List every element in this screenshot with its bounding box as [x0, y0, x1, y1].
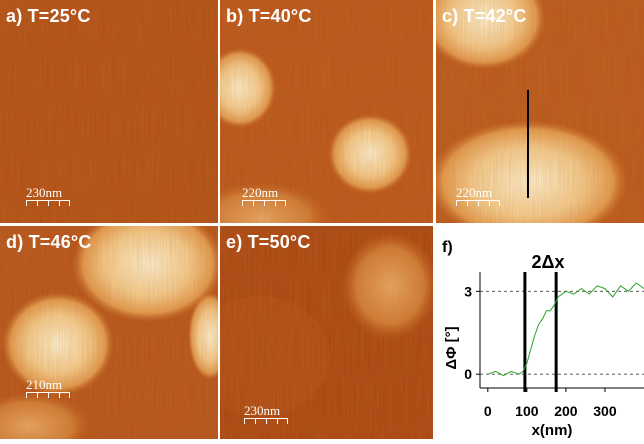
scale-label-e: 230nm [244, 403, 281, 418]
scale-bar-a: 230nm [26, 186, 70, 207]
scale-ruler-c [456, 200, 500, 207]
afm-panel-d: d) T=46°C 210nm [0, 226, 218, 439]
panel-label-c: c) T=42°C [442, 6, 527, 26]
x-tick-label-1: 100 [515, 403, 539, 419]
scale-label-a: 230nm [26, 185, 63, 200]
scale-label-b: 220nm [242, 185, 279, 200]
x-tick-label-3: 300 [593, 403, 617, 419]
scale-ruler-b [242, 200, 286, 207]
scale-bar-c: 220nm [456, 186, 500, 207]
chart-plot-area: 0 3 0 100 200 300 [464, 272, 644, 419]
y-tick-label-0: 0 [464, 366, 472, 382]
afm-image-a [0, 0, 218, 223]
chart-panel-label: f) [442, 239, 453, 256]
chart-y-label: ΔΦ [°] [443, 326, 460, 369]
chart-annotation: 2Δx [532, 252, 565, 272]
scale-bar-d: 210nm [26, 378, 70, 399]
scale-ruler-d [26, 392, 70, 399]
scale-label-c: 220nm [456, 185, 493, 200]
scale-bar-b: 220nm [242, 186, 286, 207]
y-tick-label-1: 3 [464, 283, 472, 299]
chart-x-label: x(nm) [532, 422, 573, 439]
afm-image-d [0, 226, 218, 439]
x-tick-label-2: 200 [554, 403, 578, 419]
panel-label-e: e) T=50°C [226, 232, 311, 252]
afm-image-b [220, 0, 433, 223]
afm-panel-e: e) T=50°C 230nm [220, 226, 433, 439]
scale-label-d: 210nm [26, 377, 63, 392]
afm-panel-a: a) T=25°C 230nm [0, 0, 218, 223]
afm-panel-b: b) T=40°C 220nm [220, 0, 433, 223]
panel-label-a: a) T=25°C [6, 6, 91, 26]
profile-chart: f) 2Δx ΔΦ [°] x(nm) 0 3 0 100 200 300 [440, 228, 644, 439]
profile-chart-svg: f) 2Δx ΔΦ [°] x(nm) 0 3 0 100 200 300 [442, 239, 644, 439]
scale-bar-e: 230nm [244, 404, 288, 425]
afm-panel-c: c) T=42°C 220nm [436, 0, 644, 223]
scale-ruler-e [244, 418, 288, 425]
afm-image-c [436, 0, 644, 223]
series-line-0 [487, 282, 644, 377]
scale-ruler-a [26, 200, 70, 207]
afm-image-e [220, 226, 433, 439]
panel-label-d: d) T=46°C [6, 232, 92, 252]
panel-label-b: b) T=40°C [226, 6, 312, 26]
x-tick-label-0: 0 [484, 403, 492, 419]
